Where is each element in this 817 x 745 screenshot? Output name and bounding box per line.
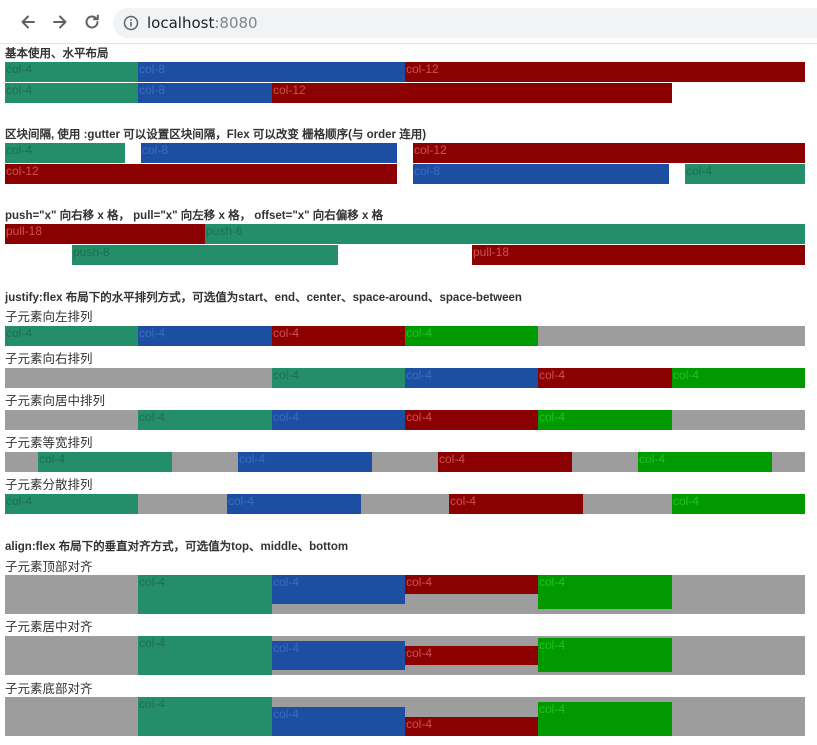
grid-col: col-4 — [538, 575, 672, 609]
grid-col: col-12 — [405, 62, 805, 82]
align-bottom-label: 子元素底部对齐 — [5, 682, 93, 696]
section-title-basic: 基本使用、水平布局 — [5, 48, 109, 60]
url-text: localhost:8080 — [147, 15, 258, 31]
basic-row-1: col-4 col-8 col-12 — [5, 62, 805, 82]
reload-button[interactable] — [80, 10, 104, 34]
align-middle-label: 子元素居中对齐 — [5, 620, 93, 634]
grid-col: pull-18 — [472, 245, 805, 265]
grid-col: col-8 — [413, 164, 669, 184]
grid-col: col-4 — [449, 494, 583, 514]
justify-around-label: 子元素等宽排列 — [5, 436, 93, 450]
align-middle-row: col-4 col-4 col-4 col-4 — [5, 636, 805, 675]
info-icon[interactable] — [123, 15, 139, 31]
basic-row-2: col-4 col-8 col-12 — [5, 83, 805, 103]
grid-col: col-4 — [672, 494, 805, 514]
push-row-1: pull-18 push-6 — [5, 224, 805, 244]
forward-arrow-icon — [53, 15, 67, 29]
grid-col: col-4 — [405, 368, 538, 388]
justify-end-label: 子元素向右排列 — [5, 352, 93, 366]
grid-col: col-4 — [638, 452, 772, 472]
grid-col: col-8 — [141, 143, 397, 163]
grid-col: col-4 — [672, 368, 805, 388]
back-button[interactable] — [16, 10, 40, 34]
grid-col: col-4 — [272, 326, 405, 346]
grid-col: col-4 — [138, 326, 272, 346]
grid-col: col-4 — [227, 494, 361, 514]
grid-col: col-4 — [238, 452, 372, 472]
grid-col: col-4 — [272, 410, 405, 430]
grid-col: col-4 — [405, 575, 538, 594]
address-bar[interactable]: localhost:8080 — [113, 8, 817, 38]
align-top-row: col-4 col-4 col-4 col-4 — [5, 575, 805, 614]
grid-col: col-4 — [405, 717, 538, 736]
grid-col: col-8 — [138, 62, 405, 82]
grid-col: col-12 — [413, 143, 805, 163]
reload-icon — [85, 14, 99, 29]
grid-col: col-4 — [5, 83, 138, 103]
grid-col: push-8 — [72, 245, 338, 265]
justify-between-label: 子元素分散排列 — [5, 478, 93, 492]
grid-col: col-4 — [538, 368, 672, 388]
grid-col: col-4 — [272, 641, 405, 670]
grid-col: col-4 — [138, 410, 272, 430]
justify-center-row: col-4 col-4 col-4 col-4 — [5, 410, 805, 430]
grid-col: col-4 — [5, 326, 138, 346]
grid-col: col-12 — [272, 83, 672, 103]
forward-button[interactable] — [48, 10, 72, 34]
grid-col: col-4 — [272, 368, 405, 388]
grid-col: pull-18 — [5, 224, 205, 244]
justify-center-label: 子元素向居中排列 — [5, 394, 106, 408]
grid-col: col-4 — [272, 707, 405, 736]
justify-end-row: col-4 col-4 col-4 col-4 — [5, 368, 805, 388]
grid-col: col-4 — [138, 697, 272, 736]
section-title-align: align:flex 布局下的垂直对齐方式，可选值为top、middle、bot… — [5, 541, 349, 553]
gutter-row-2: col-12 col-8 col-4 — [5, 164, 805, 184]
grid-col: col-4 — [272, 575, 405, 604]
grid-col: col-4 — [138, 575, 272, 614]
grid-col: col-4 — [405, 326, 538, 346]
align-bottom-row: col-4 col-4 col-4 col-4 — [5, 697, 805, 736]
justify-around-row: col-4 col-4 col-4 col-4 — [5, 452, 805, 472]
grid-col: push-6 — [205, 224, 805, 244]
grid-col: col-4 — [538, 702, 672, 736]
push-row-2: push-8 pull-18 — [5, 245, 805, 265]
justify-between-row: col-4 col-4 col-4 col-4 — [5, 494, 805, 514]
grid-col: col-4 — [5, 62, 138, 82]
grid-col: col-4 — [538, 410, 672, 430]
grid-col: col-4 — [685, 164, 805, 184]
gutter-row-1: col-4 col-8 col-12 — [5, 143, 805, 163]
section-title-justify: justify:flex 布局下的水平排列方式，可选值为start、end、ce… — [5, 292, 522, 304]
url-port: :8080 — [214, 14, 258, 32]
grid-col: col-4 — [538, 638, 672, 672]
grid-col: col-4 — [5, 494, 138, 514]
grid-col: col-4 — [438, 452, 572, 472]
grid-col: col-4 — [5, 143, 125, 163]
justify-start-row: col-4 col-4 col-4 col-4 — [5, 326, 805, 346]
grid-col: col-4 — [405, 410, 538, 430]
section-title-push: push="x" 向右移 x 格， pull="x" 向左移 x 格， offs… — [5, 210, 384, 222]
url-host: localhost — [147, 14, 215, 32]
section-title-gutter: 区块间隔, 使用 :gutter 可以设置区块间隔，Flex 可以改变 栅格顺序… — [5, 129, 427, 141]
grid-col: col-4 — [405, 646, 538, 665]
align-top-label: 子元素顶部对齐 — [5, 560, 93, 574]
back-arrow-icon — [21, 15, 35, 29]
grid-col: col-8 — [138, 83, 272, 103]
grid-col: col-12 — [5, 164, 397, 184]
grid-col: col-4 — [38, 452, 172, 472]
grid-col: col-4 — [138, 636, 272, 675]
justify-start-label: 子元素向左排列 — [5, 310, 93, 324]
browser-toolbar: localhost:8080 — [0, 0, 817, 44]
